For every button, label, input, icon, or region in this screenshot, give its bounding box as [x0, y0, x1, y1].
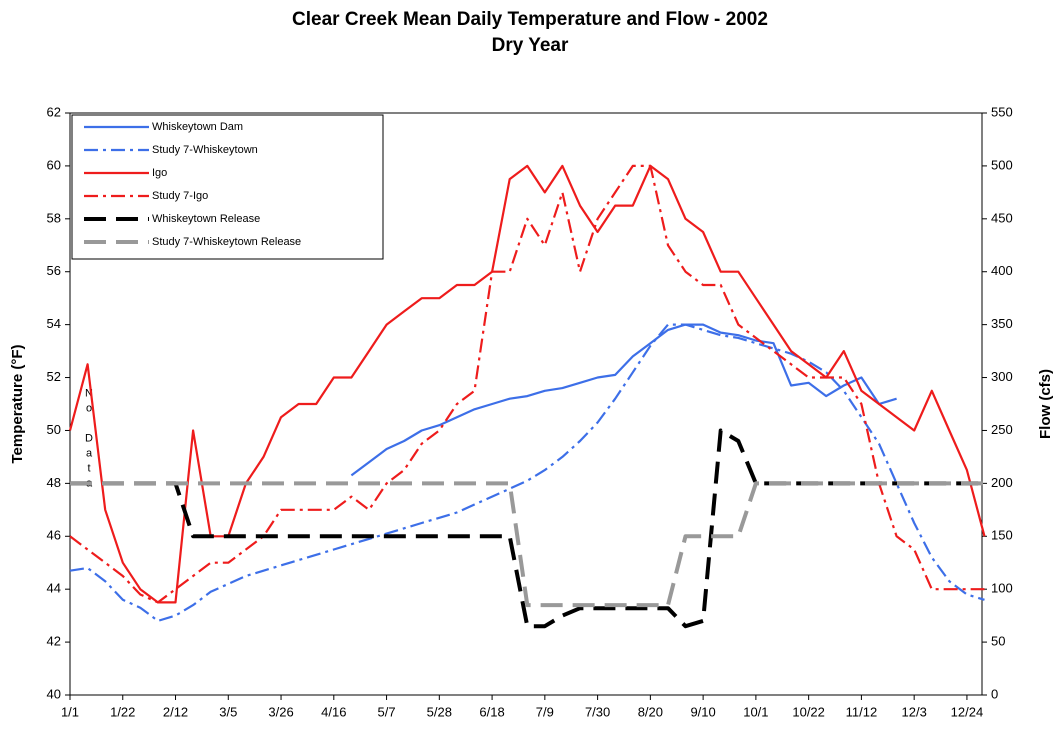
y2-axis-label: Flow (cfs) [1037, 369, 1054, 439]
y-tick-label: 62 [47, 104, 61, 119]
y-tick-label: 52 [47, 369, 61, 384]
x-tick-label: 8/20 [638, 704, 663, 719]
y-tick-label: 40 [47, 686, 61, 701]
y2-tick-label: 0 [991, 686, 998, 701]
y2-tick-label: 200 [991, 475, 1013, 490]
x-tick-label: 1/1 [61, 704, 79, 719]
plot-frame [69, 112, 983, 696]
x-tick-label: 5/28 [427, 704, 452, 719]
x-tick-label: 5/7 [378, 704, 396, 719]
legend-label: Study 7-Igo [152, 190, 208, 202]
series-line [70, 481, 985, 608]
y-tick-label: 48 [47, 475, 61, 490]
y-tick-label: 54 [47, 316, 61, 331]
x-tick-label: 10/22 [792, 704, 825, 719]
x-tick-label: 6/18 [479, 704, 504, 719]
chart-title: Clear Creek Mean Daily Temperature and F… [292, 9, 768, 30]
y-tick-label: 44 [47, 581, 61, 596]
x-tick-label: 10/1 [743, 704, 768, 719]
y2-tick-label: 100 [991, 581, 1013, 596]
y-tick-label: 60 [47, 157, 61, 172]
y2-tick-label: 400 [991, 263, 1013, 278]
legend-label: Whiskeytown Release [152, 213, 260, 225]
y2-tick-label: 350 [991, 316, 1013, 331]
legend-label: Study 7-Whiskeytown [152, 144, 258, 156]
y2-tick-label: 450 [991, 210, 1013, 225]
y2-tick-label: 550 [991, 104, 1013, 119]
x-tick-label: 4/16 [321, 704, 346, 719]
x-tick-label: 9/10 [690, 704, 715, 719]
y-tick-label: 50 [47, 422, 61, 437]
series-line [350, 323, 897, 477]
x-tick-label: 7/9 [536, 704, 554, 719]
legend-label: Igo [152, 167, 167, 179]
x-tick-label: 11/12 [846, 704, 878, 719]
x-tick-label: 3/5 [219, 704, 237, 719]
y-tick-label: 42 [47, 634, 61, 649]
annotation: No Data [83, 388, 95, 493]
y2-tick-label: 300 [991, 369, 1013, 384]
legend-box [71, 114, 384, 260]
series-line [68, 164, 986, 604]
x-tick-label: 2/12 [163, 704, 188, 719]
y-tick-label: 56 [47, 263, 61, 278]
y-tick-label: 46 [47, 528, 61, 543]
y2-tick-label: 50 [991, 634, 1005, 649]
y-axis-label: Temperature (°F) [9, 344, 26, 463]
y2-tick-label: 250 [991, 422, 1013, 437]
x-tick-label: 12/24 [951, 704, 984, 719]
series-line [70, 428, 985, 629]
x-tick-label: 3/26 [268, 704, 293, 719]
series-line [69, 164, 985, 604]
x-tick-label: 12/3 [902, 704, 927, 719]
legend-label: Whiskeytown Dam [152, 121, 243, 133]
chart-subtitle: Dry Year [492, 35, 569, 56]
x-tick-label: 1/22 [110, 704, 135, 719]
y2-tick-label: 150 [991, 528, 1013, 543]
y-tick-label: 58 [47, 210, 61, 225]
y2-tick-label: 500 [991, 157, 1013, 172]
x-tick-label: 7/30 [585, 704, 610, 719]
legend-label: Study 7-Whiskeytown Release [152, 236, 301, 248]
